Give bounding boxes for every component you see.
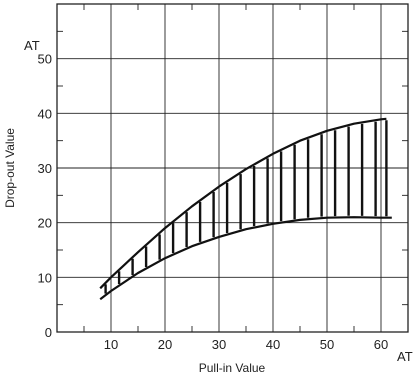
x-tick-label: 30: [212, 337, 226, 352]
y-tick-label: 0: [45, 325, 52, 340]
x-tick-label: 40: [266, 337, 280, 352]
lower-curve: [99, 216, 392, 301]
y-tick-labels: 0 10 20 30 40 50: [38, 52, 52, 340]
upper-curve: [99, 117, 387, 290]
y-tick-label: 20: [38, 216, 52, 231]
x-tick-label: 20: [158, 337, 172, 352]
hatch-band: [104, 120, 388, 294]
x-tick-label: 60: [374, 337, 388, 352]
y-unit-label: AT: [24, 38, 40, 53]
x-axis-title: Pull-in Value: [199, 361, 266, 375]
curves: [99, 117, 392, 301]
x-tick-label: 10: [104, 337, 118, 352]
y-tick-label: 50: [38, 52, 52, 67]
y-tick-label: 40: [38, 106, 52, 121]
y-tick-label: 10: [38, 270, 52, 285]
x-tick-label: 50: [320, 337, 334, 352]
y-axis-title: Drop-out Value: [3, 128, 17, 208]
y-tick-label: 30: [38, 161, 52, 176]
grid: [57, 4, 408, 332]
x-unit-label: AT: [397, 349, 413, 364]
x-tick-labels: 10 20 30 40 50 60: [104, 337, 388, 352]
